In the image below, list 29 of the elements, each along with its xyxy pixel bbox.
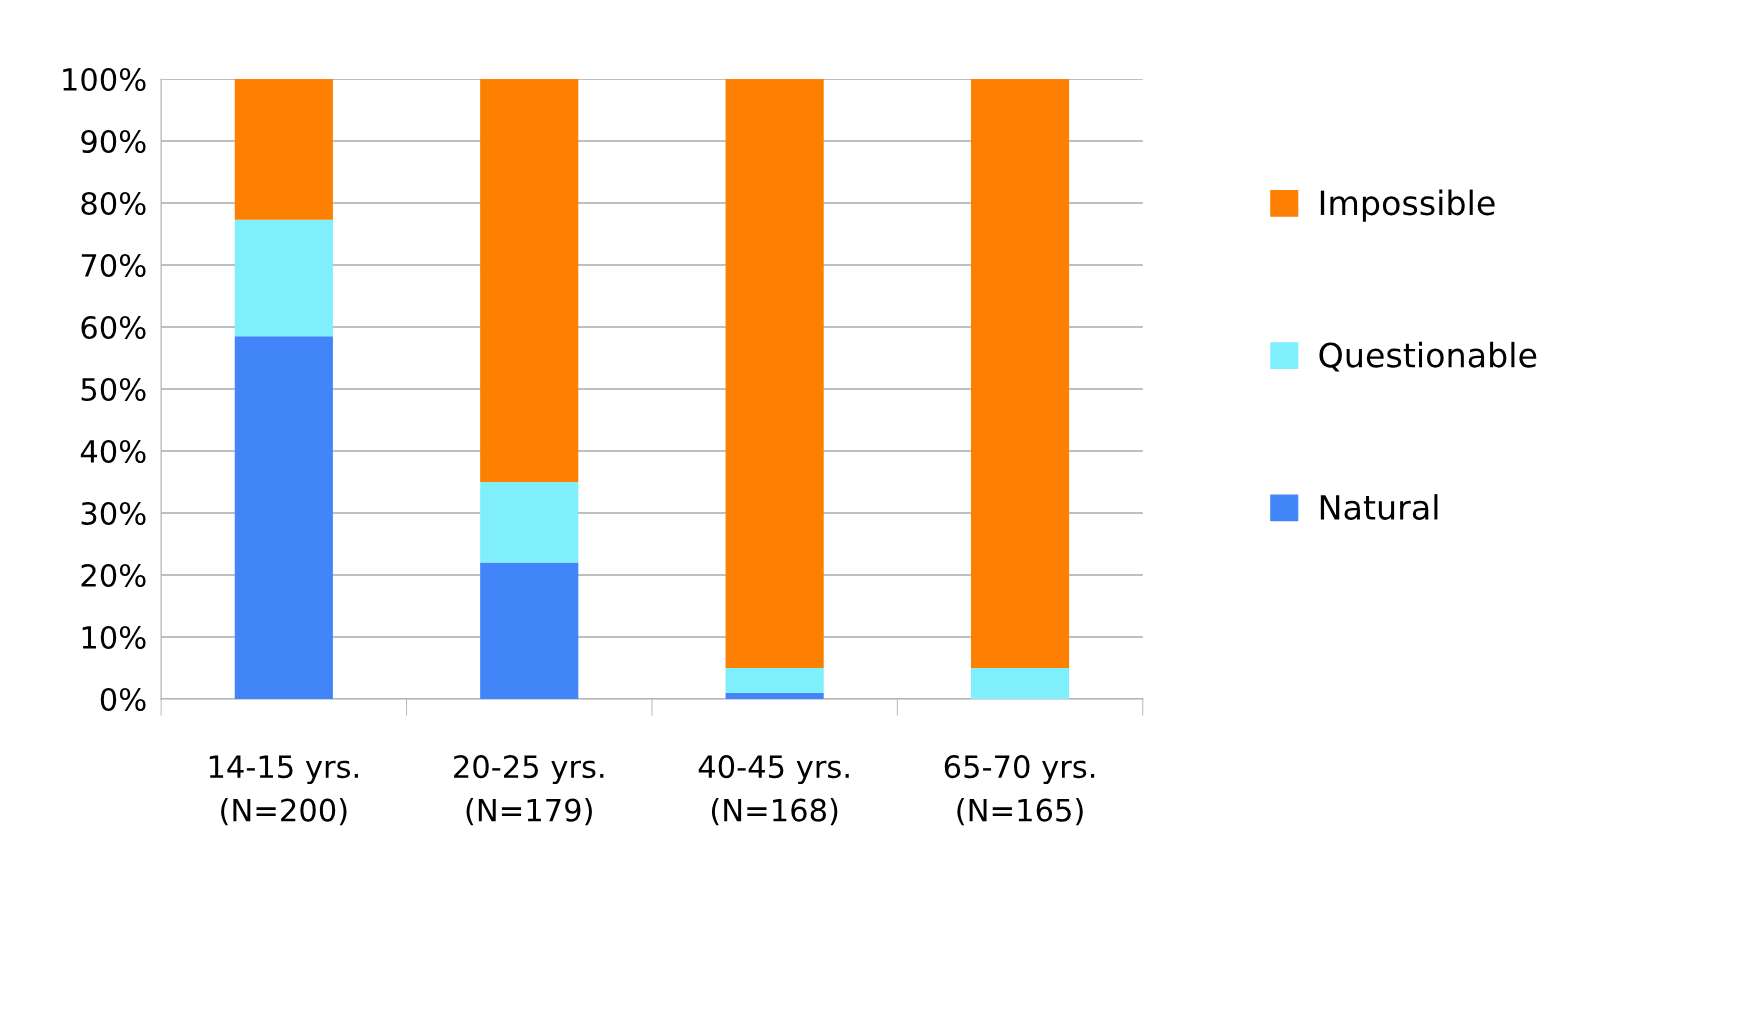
bar (480, 562, 579, 699)
bar (234, 219, 333, 337)
x-tick-label: 65-70 yrs. (N=165) (944, 755, 1095, 826)
legend-label: Questionable (1319, 341, 1537, 372)
legend-label: Natural (1320, 494, 1438, 520)
x-tick-label: 40-45 yrs. (N=168) (698, 755, 849, 826)
y-tick-label: 90% (81, 129, 146, 154)
bar (970, 667, 1070, 699)
bar (234, 336, 333, 699)
y-tick-label: 100% (63, 67, 146, 92)
y-tick-label: 20% (81, 563, 146, 588)
y-tick-label: 60% (81, 315, 146, 340)
y-tick-label: 70% (81, 253, 146, 278)
legend-label: Impossible (1320, 189, 1495, 222)
y-tick-label: 10% (82, 625, 146, 650)
bar (725, 667, 824, 693)
bar (234, 79, 333, 220)
bar (725, 79, 824, 668)
y-tick-label: 0% (100, 687, 146, 712)
bar (725, 692, 824, 699)
y-tick-label: 40% (80, 439, 146, 464)
x-tick-label: 14-15 yrs. (N=200) (209, 755, 358, 826)
bar (970, 79, 1070, 668)
bar (480, 79, 579, 482)
y-tick-label: 50% (81, 377, 146, 402)
x-tick-label: 20-25 yrs. (N=179) (454, 755, 604, 826)
y-tick-label: 30% (81, 501, 146, 526)
bar (480, 481, 579, 563)
y-tick-label: 80% (81, 191, 146, 216)
